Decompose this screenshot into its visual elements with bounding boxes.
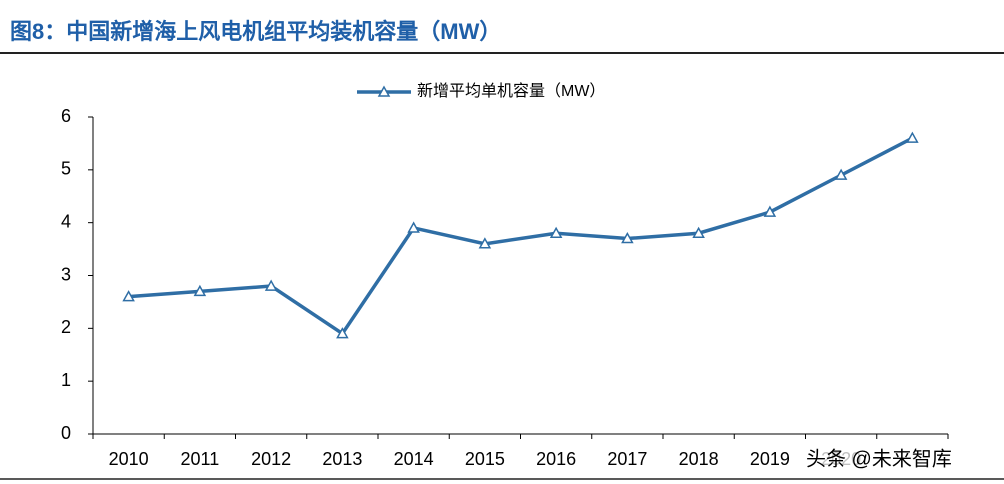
x-tick-label: 2010 <box>109 449 149 469</box>
chart-title: 图8：中国新增海上风电机组平均装机容量（MW） <box>10 19 501 44</box>
legend-label: 新增平均单机容量（MW） <box>417 82 605 100</box>
x-tick-label: 2017 <box>607 449 647 469</box>
y-tick-label: 4 <box>61 211 71 231</box>
x-tick-label: 2015 <box>465 449 505 469</box>
y-tick-label: 0 <box>61 423 71 443</box>
x-tick-label: 2013 <box>322 449 362 469</box>
watermark-bg <box>800 445 990 475</box>
data-point <box>906 131 919 143</box>
data-line <box>128 136 914 337</box>
legend-marker <box>377 85 391 97</box>
data-point <box>549 226 563 238</box>
y-tick-label: 5 <box>61 159 71 179</box>
data-point <box>122 290 135 302</box>
y-tick-label: 1 <box>61 370 71 390</box>
x-tick-label: 2016 <box>536 449 576 469</box>
x-tick-label: 2011 <box>181 449 220 469</box>
data-point <box>336 327 349 339</box>
x-tick-label: 2014 <box>394 449 434 469</box>
data-point <box>763 205 777 217</box>
x-tick-label: 2019 <box>750 449 790 469</box>
data-point <box>264 279 278 291</box>
y-tick-label: 6 <box>61 106 71 126</box>
y-tick-label: 3 <box>61 264 71 284</box>
watermark: 头条 @未来智库 <box>806 447 952 470</box>
data-point <box>407 221 420 233</box>
data-point <box>692 226 705 238</box>
y-tick-label: 2 <box>61 317 71 337</box>
x-tick-label: 2012 <box>251 449 291 469</box>
data-point <box>621 231 634 244</box>
data-point <box>193 284 207 297</box>
x-tick-label: 2018 <box>679 449 719 469</box>
data-point <box>834 168 848 180</box>
data-point <box>478 237 492 249</box>
